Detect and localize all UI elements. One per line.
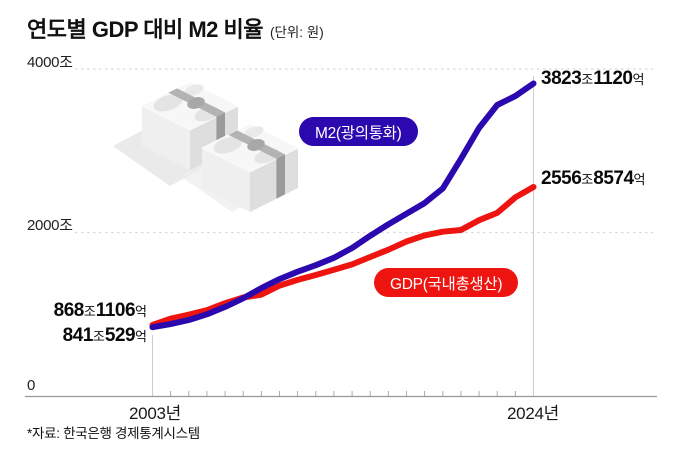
m2-start-num2: 529 xyxy=(104,325,136,346)
m2-series-pill: M2(광의통화) xyxy=(299,117,418,146)
source-note: *자료: 한국은행 경제통계시스템 xyxy=(27,426,200,441)
m2-end-value: 3823조1120억 xyxy=(541,68,644,90)
m2-start-num1: 841 xyxy=(62,325,94,346)
x-tick-2024: 2024년 xyxy=(507,404,559,423)
m2-line xyxy=(149,80,537,331)
m2-end-num1: 3823 xyxy=(541,68,582,89)
gdp-end-unit2: 억 xyxy=(633,172,646,187)
gdp-end-num2: 8574 xyxy=(593,168,634,189)
m2-start-unit1: 조 xyxy=(92,329,105,344)
gdp-end-value: 2556조8574억 xyxy=(541,168,646,190)
m2-start-unit2: 억 xyxy=(135,329,147,344)
gdp-end-num1: 2556 xyxy=(541,168,582,189)
gdp-line xyxy=(149,184,537,328)
gdp-start-value: 868조1106억 xyxy=(17,300,147,322)
y-tick-2000: 2000조 xyxy=(27,217,73,234)
unit-note: (단위: 원) xyxy=(269,25,324,40)
x-tick-2003: 2003년 xyxy=(129,404,181,423)
money-stacks-illustration xyxy=(113,81,300,212)
m2-end-unit1: 조 xyxy=(581,72,594,87)
gdp-start-unit1: 조 xyxy=(83,304,96,319)
gdp-series-pill: GDP(국내총생산) xyxy=(374,268,519,297)
gdp-start-num2: 1106 xyxy=(95,300,136,321)
money-bundle-front xyxy=(200,123,300,212)
m2-end-unit2: 억 xyxy=(632,72,645,87)
gdp-start-unit2: 억 xyxy=(135,304,147,319)
x-axis-ticks xyxy=(170,391,516,396)
m2-end-num2: 1120 xyxy=(593,68,633,89)
gdp-start-num1: 868 xyxy=(53,300,85,321)
y-tick-0: 0 xyxy=(27,377,36,394)
m2-start-value: 841조529억 xyxy=(17,325,147,347)
header: 연도별 GDP 대비 M2 비율 (단위: 원) xyxy=(27,12,324,44)
page-title: 연도별 GDP 대비 M2 비율 xyxy=(27,17,263,42)
gdp-end-unit1: 조 xyxy=(581,172,594,187)
y-tick-4000: 4000조 xyxy=(27,54,73,71)
money-bundle-back xyxy=(140,81,240,170)
